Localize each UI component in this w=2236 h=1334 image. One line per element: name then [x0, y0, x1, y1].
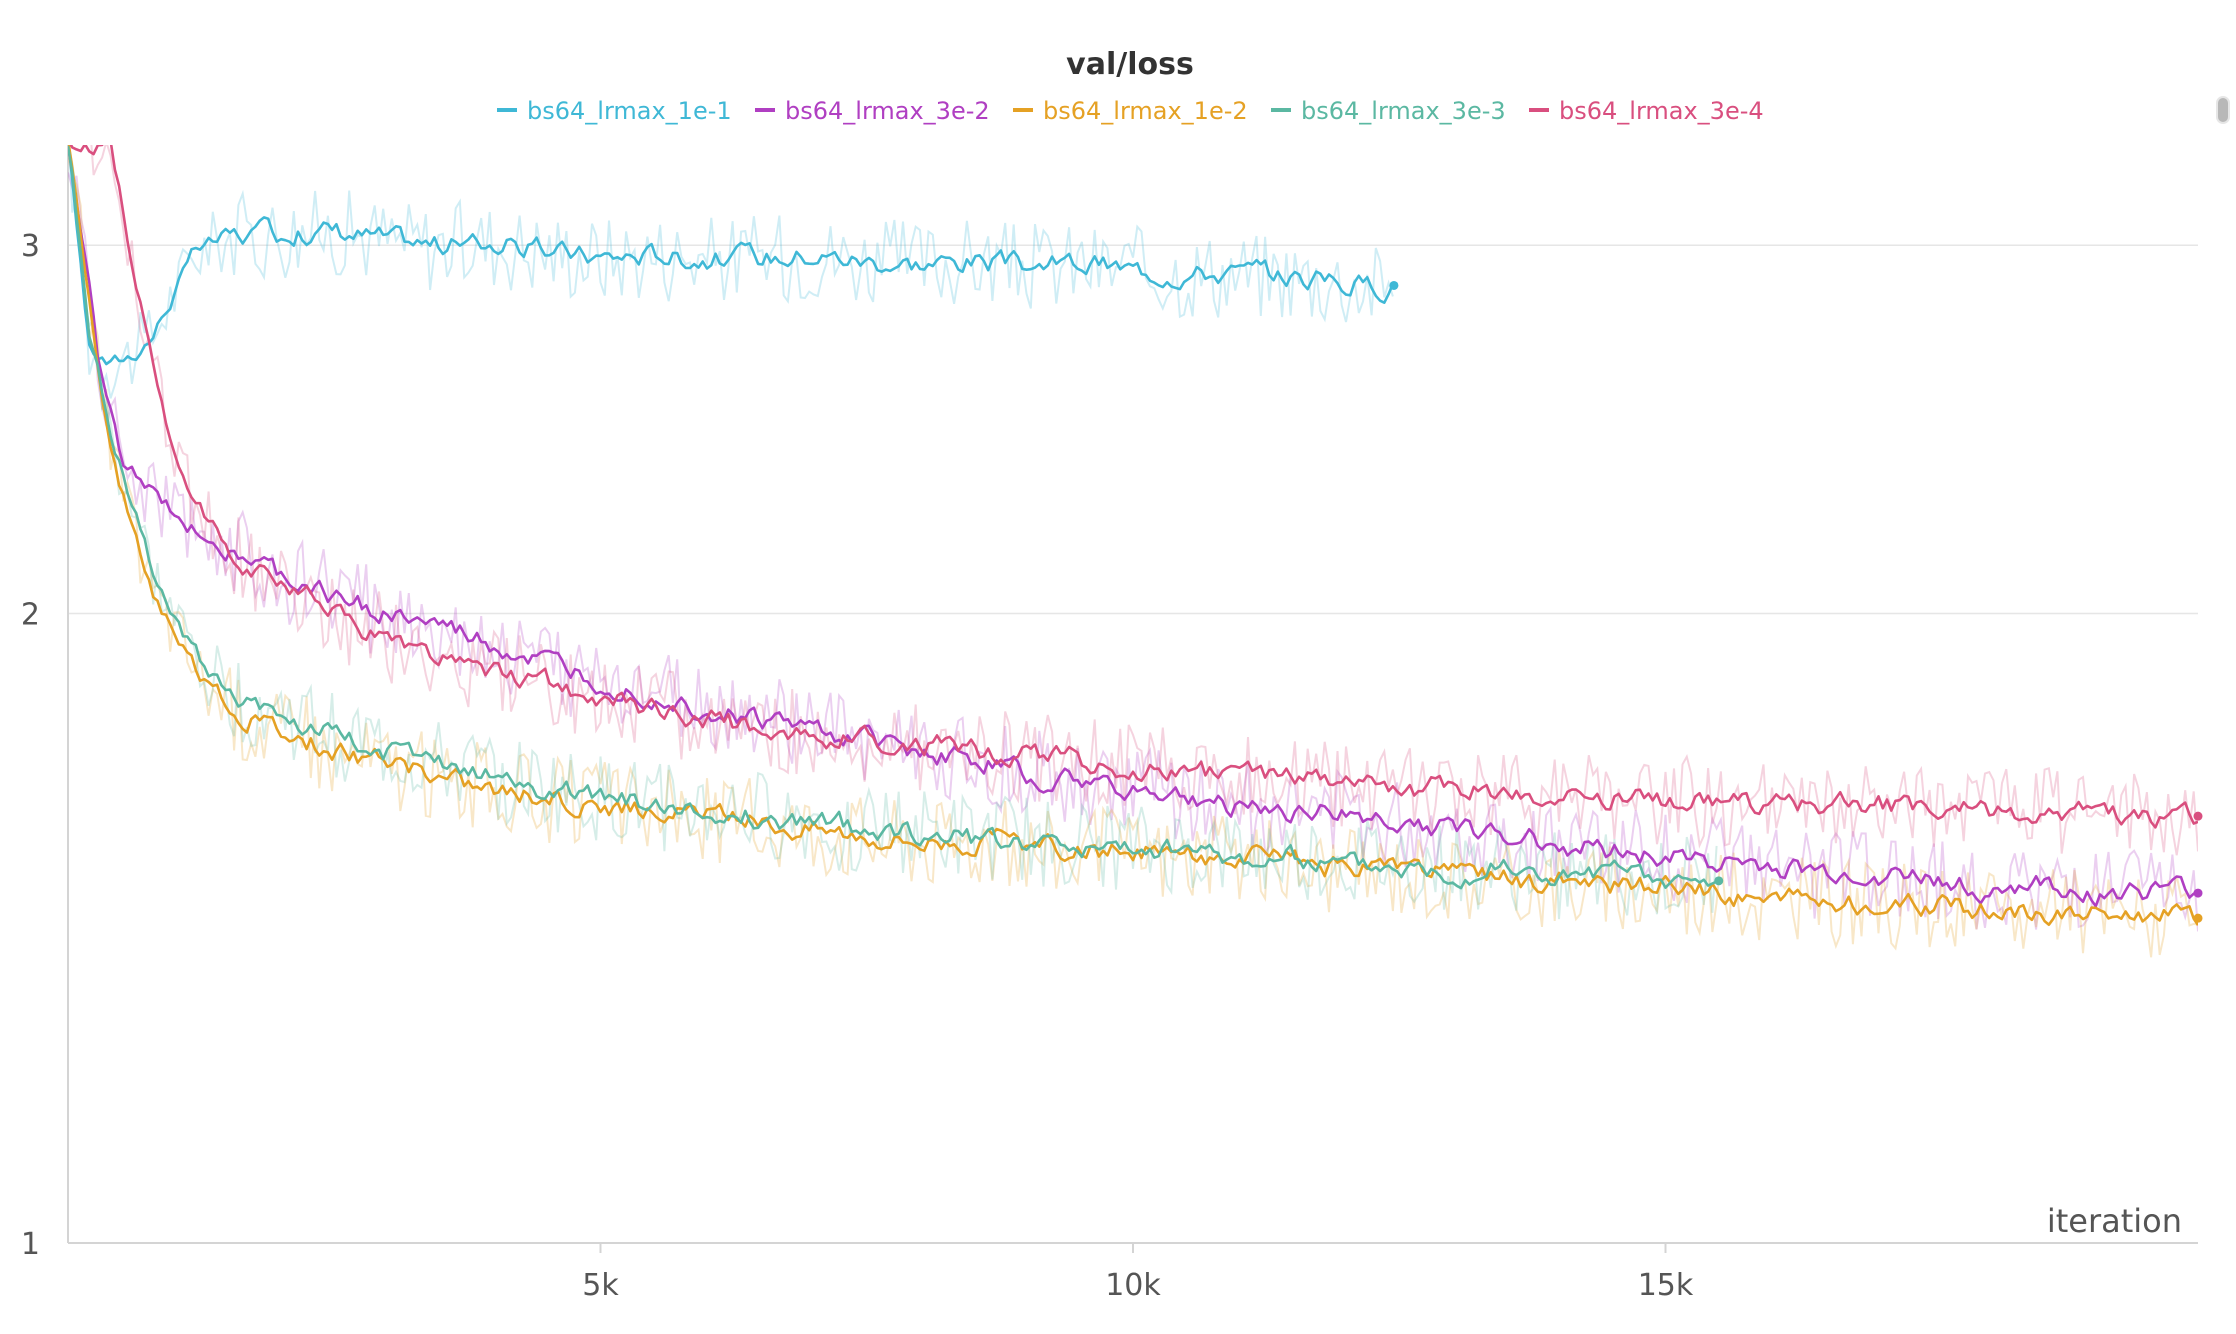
x-tick-label-15k: 15k	[1638, 1268, 1694, 1303]
series-line-bs64_lrmax_3e-4	[69, 145, 2198, 829]
series-line-bs64_lrmax_1e-1	[68, 145, 1395, 366]
chart-title: val/loss	[1066, 47, 1194, 82]
series-endpoint-bs64_lrmax_3e-3	[1714, 876, 1724, 886]
series-raw-bs64_lrmax_3e-4	[84, 145, 2198, 856]
legend-label-bs64_lrmax_3e-4: bs64_lrmax_3e-4	[1559, 97, 1764, 125]
y-tick-label-1: 1	[21, 1227, 40, 1262]
legend-item-bs64_lrmax_3e-4: bs64_lrmax_3e-4	[1529, 97, 1764, 125]
series-raw-bs64_lrmax_1e-2	[68, 156, 2198, 958]
legend-item-bs64_lrmax_1e-1: bs64_lrmax_1e-1	[497, 97, 732, 125]
series-endpoint-bs64_lrmax_3e-2	[2193, 888, 2203, 898]
legend-label-bs64_lrmax_3e-3: bs64_lrmax_3e-3	[1301, 97, 1506, 125]
noise-bands	[68, 145, 2198, 958]
y-tick-label-2: 2	[21, 597, 40, 632]
series-raw-bs64_lrmax_3e-2	[68, 172, 2198, 932]
series-line-bs64_lrmax_1e-2	[68, 145, 2198, 926]
series-line-bs64_lrmax_3e-3	[68, 145, 1718, 890]
tick-labels: 5k 10k 15k 1 2 3	[21, 229, 1694, 1303]
scrollbar-handle[interactable]	[2216, 96, 2230, 124]
series-lines	[68, 145, 2198, 926]
x-tick-label-5k: 5k	[582, 1268, 619, 1303]
axes	[67, 145, 2198, 1253]
series-raw-bs64_lrmax_3e-3	[68, 145, 1718, 920]
series-endpoint-bs64_lrmax_1e-1	[1389, 280, 1399, 290]
legend-label-bs64_lrmax_3e-2: bs64_lrmax_3e-2	[785, 97, 990, 125]
legend-item-bs64_lrmax_1e-2: bs64_lrmax_1e-2	[1013, 97, 1248, 125]
legend: bs64_lrmax_1e-1 bs64_lrmax_3e-2 bs64_lrmax…	[497, 97, 1764, 125]
x-tick-label-10k: 10k	[1105, 1268, 1161, 1303]
y-tick-label-3: 3	[21, 229, 40, 264]
series-endpoint-bs64_lrmax_3e-4	[2193, 811, 2203, 821]
series-endpoints	[1389, 280, 2203, 923]
gridlines	[68, 244, 2198, 615]
x-axis-title: iteration	[2047, 1202, 2182, 1240]
legend-item-bs64_lrmax_3e-3: bs64_lrmax_3e-3	[1271, 97, 1506, 125]
legend-label-bs64_lrmax_1e-2: bs64_lrmax_1e-2	[1043, 97, 1248, 125]
legend-item-bs64_lrmax_3e-2: bs64_lrmax_3e-2	[755, 97, 990, 125]
series-endpoint-bs64_lrmax_1e-2	[2193, 913, 2203, 923]
series-line-bs64_lrmax_3e-2	[68, 145, 2198, 908]
legend-label-bs64_lrmax_1e-1: bs64_lrmax_1e-1	[527, 97, 732, 125]
